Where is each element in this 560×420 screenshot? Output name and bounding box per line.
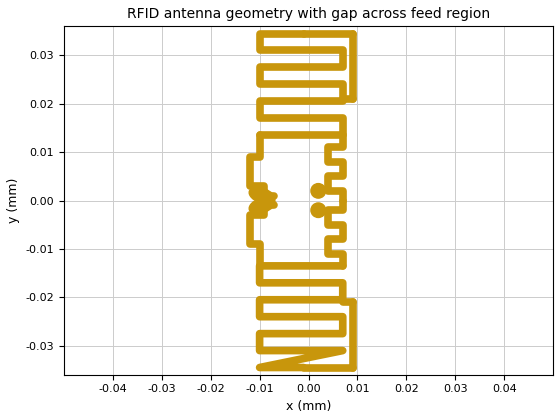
X-axis label: x (mm): x (mm) xyxy=(286,400,331,413)
Ellipse shape xyxy=(249,197,275,214)
Ellipse shape xyxy=(311,203,325,218)
Ellipse shape xyxy=(249,187,275,204)
Ellipse shape xyxy=(311,184,325,198)
Title: RFID antenna geometry with gap across feed region: RFID antenna geometry with gap across fe… xyxy=(127,7,490,21)
Y-axis label: y (mm): y (mm) xyxy=(7,178,20,223)
